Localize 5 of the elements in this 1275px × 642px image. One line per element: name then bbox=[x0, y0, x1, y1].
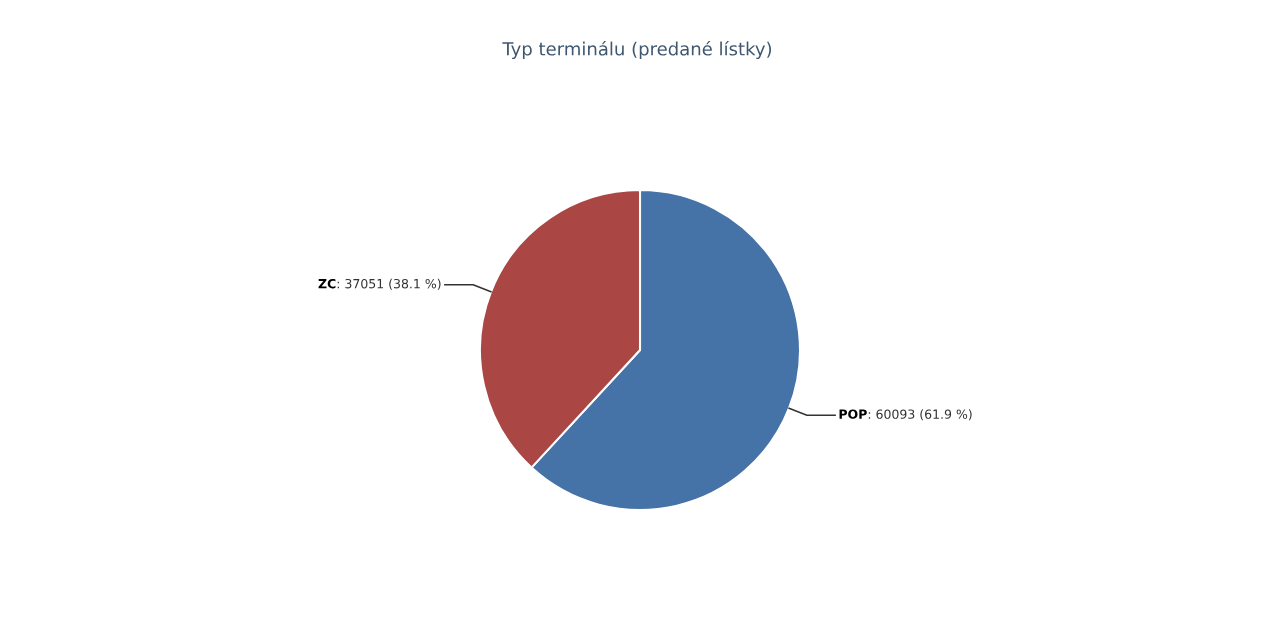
slice-label: ZC bbox=[318, 278, 336, 289]
data-label: : 37051 (38.1 %) bbox=[337, 278, 441, 290]
data-label: : 60093 (61.9 %) bbox=[868, 409, 972, 421]
slice-label: POP bbox=[839, 409, 867, 419]
chart-title: Typ terminálu (predané lístky) bbox=[502, 40, 772, 60]
